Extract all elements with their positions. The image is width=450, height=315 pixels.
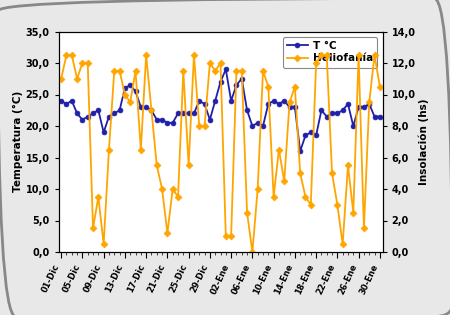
T °C bbox=[170, 121, 176, 125]
T °C bbox=[133, 89, 138, 93]
Heliofanía bbox=[234, 69, 239, 73]
Heliofanía bbox=[260, 69, 265, 73]
Heliofanía bbox=[138, 148, 144, 152]
T °C bbox=[223, 67, 229, 71]
Heliofanía bbox=[250, 250, 255, 254]
T °C bbox=[345, 102, 351, 106]
Y-axis label: Temperatura (°C): Temperatura (°C) bbox=[13, 91, 22, 192]
T °C bbox=[234, 83, 239, 87]
Heliofanía bbox=[377, 85, 382, 89]
T °C bbox=[255, 121, 261, 125]
Heliofanía bbox=[127, 100, 133, 104]
Legend: T °C, Heliofanía: T °C, Heliofanía bbox=[283, 37, 377, 68]
Y-axis label: Insolación (hs): Insolación (hs) bbox=[418, 99, 429, 185]
Heliofanía bbox=[345, 163, 351, 167]
T °C bbox=[58, 99, 64, 103]
T °C bbox=[377, 115, 382, 118]
Heliofanía bbox=[176, 195, 181, 199]
Heliofanía bbox=[58, 77, 64, 81]
T °C bbox=[297, 149, 303, 153]
Heliofanía bbox=[64, 53, 69, 57]
T °C bbox=[122, 86, 128, 90]
Line: Heliofanía: Heliofanía bbox=[59, 53, 382, 255]
Line: T °C: T °C bbox=[59, 67, 382, 154]
